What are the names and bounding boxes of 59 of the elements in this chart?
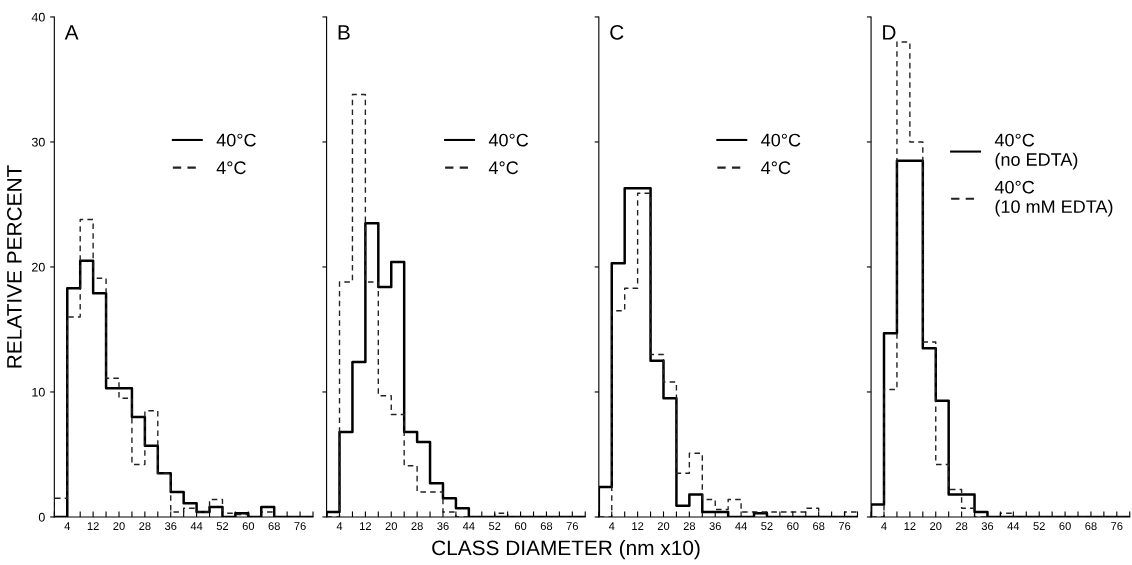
x-tick-label: 36 <box>981 522 994 530</box>
x-tick-label: 12 <box>632 522 644 530</box>
x-tick-label: 52 <box>216 522 229 530</box>
y-tick-label: 10 <box>32 387 45 397</box>
y-tick-label: 20 <box>32 262 45 272</box>
x-tick-label: 12 <box>904 522 916 530</box>
x-tick-label: 76 <box>1111 522 1123 530</box>
y-tick-label: 0 <box>38 512 45 522</box>
chart-title: D <box>883 25 896 40</box>
legend-label: 40°C <box>488 133 529 147</box>
x-tick-label: 60 <box>787 522 799 530</box>
x-tick-label: 68 <box>1085 522 1097 530</box>
x-tick-label: 44 <box>1007 522 1020 530</box>
x-tick-label: 4 <box>336 522 343 530</box>
x-tick-label: 52 <box>488 522 501 530</box>
x-tick-label: 60 <box>242 522 255 530</box>
x-tick-label: 68 <box>813 522 825 530</box>
chart-title: C <box>610 25 624 40</box>
x-tick-label: 20 <box>657 522 670 530</box>
x-tick-label: 20 <box>930 522 942 530</box>
x-axis-title: CLASS DIAMETER (nm x10) <box>432 539 700 560</box>
legend-label: 4°C <box>488 161 519 175</box>
x-tick-label: 28 <box>411 522 423 530</box>
y-axis-title: RELATIVE PERCENT <box>6 165 22 368</box>
x-tick-label: 76 <box>838 522 851 530</box>
x-tick-label: 12 <box>87 522 99 530</box>
legend-label: 40°C (10 mM EDTA) <box>994 180 1113 217</box>
x-tick-label: 52 <box>1033 522 1045 530</box>
x-tick-label: 4 <box>608 522 615 530</box>
x-tick-label: 4 <box>64 522 71 530</box>
x-tick-label: 60 <box>514 522 527 530</box>
x-tick-label: 76 <box>566 522 578 530</box>
legend-label: 40°C <box>761 133 801 147</box>
x-tick-label: 28 <box>139 522 151 530</box>
x-tick-label: 68 <box>540 522 553 530</box>
y-tick-label: 30 <box>31 137 45 147</box>
x-tick-label: 20 <box>113 522 125 530</box>
x-tick-label: 68 <box>268 522 280 530</box>
x-tick-label: 44 <box>190 522 203 530</box>
x-tick-label: 76 <box>294 522 306 530</box>
legend-label: 4°C <box>761 161 791 175</box>
x-tick-label: 28 <box>683 522 696 530</box>
legend-label: 40°C <box>216 133 256 147</box>
y-tick-label: 40 <box>31 12 45 22</box>
x-tick-label: 44 <box>462 522 475 530</box>
x-tick-label: 60 <box>1059 522 1071 530</box>
x-tick-label: 20 <box>385 522 397 530</box>
legend-label: 40°C (no EDTA) <box>994 133 1078 170</box>
chart-title: A <box>64 25 79 40</box>
x-tick-label: 36 <box>164 522 177 530</box>
x-tick-label: 52 <box>761 522 773 530</box>
x-tick-label: 36 <box>709 522 721 530</box>
x-tick-label: 4 <box>881 522 887 530</box>
legend-label: 4°C <box>216 161 246 175</box>
x-tick-label: 36 <box>437 522 449 530</box>
x-tick-label: 12 <box>360 522 371 530</box>
x-tick-label: 44 <box>735 522 747 530</box>
x-tick-label: 28 <box>955 522 968 530</box>
chart-title: B <box>338 25 350 40</box>
